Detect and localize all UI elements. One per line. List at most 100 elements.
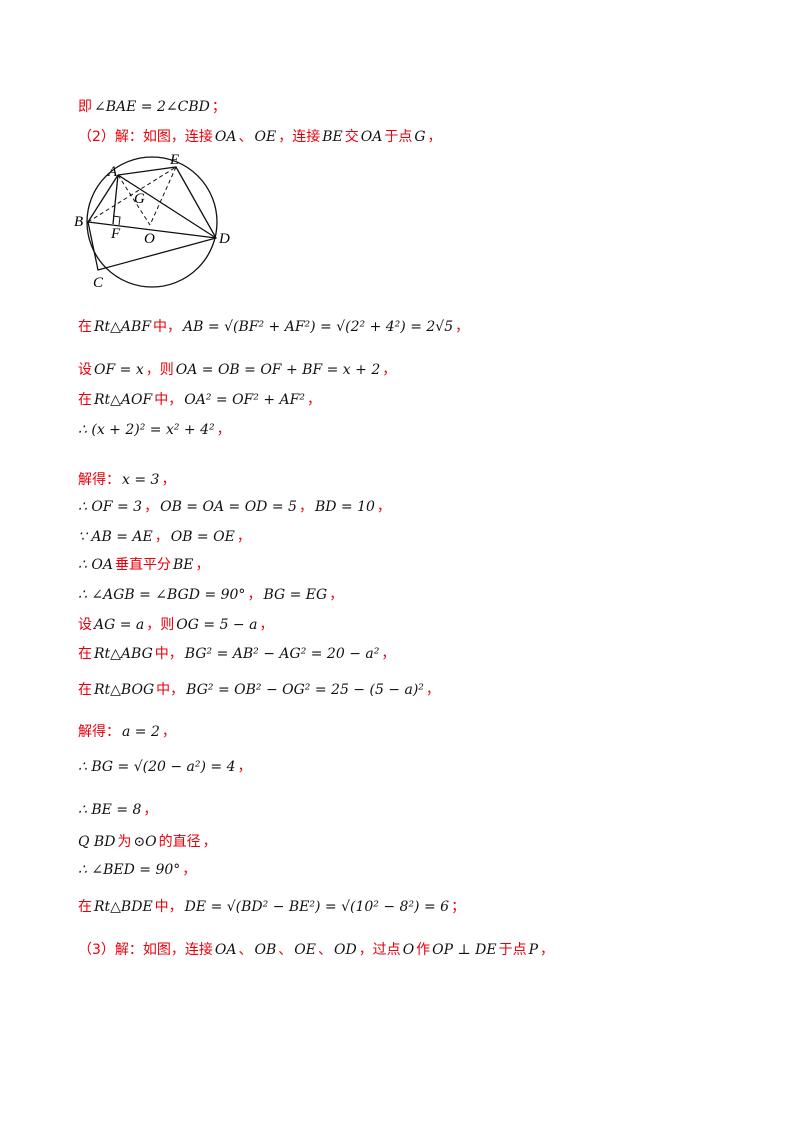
text: ，	[195, 557, 210, 573]
math: Q BD	[78, 834, 116, 850]
math: BG² = OB² − OG² = 25 − (5 − a)²	[186, 682, 424, 698]
text: ，	[161, 472, 176, 488]
text: ；	[211, 99, 226, 115]
text-line: ∴ BG = √(20 − a²) = 4，	[78, 756, 254, 776]
math: BD = 10	[314, 499, 375, 515]
right-angle	[112, 215, 121, 226]
text: 在	[78, 392, 92, 408]
text-line: ∴ ∠AGB = ∠BGD = 90°， BG = EG，	[78, 584, 345, 604]
text-line: 在 Rt△BDE 中， DE = √(BD² − BE²) = √(10² − 8²)…	[78, 896, 467, 916]
text: 于点	[498, 942, 527, 958]
math: Rt△ABG	[94, 646, 153, 662]
text: 垂直平分	[114, 557, 171, 573]
text: ；	[451, 899, 466, 915]
circle	[86, 156, 218, 288]
math: OB = OE	[170, 529, 235, 545]
polygon	[87, 166, 217, 271]
text: ，	[306, 392, 321, 408]
math: OA	[214, 942, 237, 958]
text-line: ∴ OA 垂直平分 BE，	[78, 554, 211, 574]
math: OG = 5 − a	[176, 617, 258, 633]
segment-ao	[117, 174, 151, 226]
math: OD	[333, 942, 357, 958]
text-line: Q BD 为 ⊙O 的直径，	[78, 831, 219, 851]
math: Rt△AOF	[94, 392, 153, 408]
math: OE	[294, 942, 316, 958]
math: ⊙O	[133, 834, 157, 850]
text-line: ∴ BE = 8，	[78, 799, 159, 819]
text: 作	[416, 942, 431, 958]
text-line: 设 AG = a ，则 OG = 5 − a，	[78, 614, 275, 634]
math: OP ⊥ DE	[432, 942, 497, 958]
segment-eo	[149, 166, 177, 226]
text: ，	[382, 362, 397, 378]
point-label: F	[110, 226, 121, 242]
text: 、	[317, 942, 332, 958]
text: ，	[376, 499, 391, 515]
math: Rt△ABF	[94, 319, 152, 335]
text-line: 在 Rt△ABG 中， BG² = AB² − AG² = 20 − a²，	[78, 643, 397, 663]
math: G	[414, 129, 426, 145]
text: ，	[144, 499, 159, 515]
text: 在	[78, 899, 92, 915]
point-label: D	[218, 231, 230, 247]
text-line: ∴ ∠BED = 90°，	[78, 859, 198, 879]
text: 解得：	[78, 724, 120, 740]
text: ，过点	[358, 942, 401, 958]
point-label: O	[144, 231, 155, 247]
math: ∴ BE = 8	[78, 802, 142, 818]
math: a = 2	[122, 724, 160, 740]
text: （2）解：如图，连接	[78, 129, 213, 145]
geometry-figure: A E G B F O D C	[74, 152, 230, 291]
math: ∵ AB = AE	[78, 529, 153, 545]
math: OB	[254, 942, 277, 958]
point-label: B	[74, 214, 83, 230]
text: ，	[329, 587, 344, 603]
text-line: 解得： a = 2，	[78, 721, 178, 741]
text: ，	[540, 942, 555, 958]
math: Rt△BOG	[94, 682, 155, 698]
math: BE	[322, 129, 343, 145]
segment-ad	[117, 174, 217, 239]
text-line: ∴ OF = 3， OB = OA = OD = 5， BD = 10，	[78, 496, 393, 516]
math: ∴ ∠AGB = ∠BGD = 90°	[78, 587, 246, 603]
text: 即	[78, 99, 92, 115]
math: OA	[214, 129, 237, 145]
text-line: ∴ (x + 2)² = x² + 4²，	[78, 419, 233, 439]
point-label: E	[169, 152, 179, 168]
math: ∴ ∠BED = 90°	[78, 862, 181, 878]
math: DE = √(BD² − BE²) = √(10² − 8²) = 6	[184, 899, 450, 915]
text: ，	[237, 759, 252, 775]
text: ，	[259, 617, 274, 633]
math: BG = EG	[263, 587, 328, 603]
math: ∠BAE = 2∠CBD	[94, 99, 210, 115]
math: OF = x	[94, 362, 144, 378]
math: P	[528, 942, 539, 958]
text: ，	[236, 529, 251, 545]
point-label: G	[134, 191, 145, 207]
text: 交	[344, 129, 359, 145]
text: （3）解：如图，连接	[78, 942, 213, 958]
text: 于点	[384, 129, 413, 145]
text: 在	[78, 682, 92, 698]
segment-bd	[87, 221, 217, 239]
text: ，	[216, 422, 231, 438]
text: 、	[238, 129, 253, 145]
math: O	[402, 942, 415, 958]
text: 中，	[153, 319, 182, 335]
text: 解得：	[78, 472, 120, 488]
text: ，	[182, 862, 197, 878]
text: ，	[381, 646, 396, 662]
segment-be	[87, 166, 177, 223]
text: ，	[425, 682, 440, 698]
text: ，	[455, 319, 470, 335]
text: 在	[78, 646, 92, 662]
math: ∴ OF = 3	[78, 499, 143, 515]
math: ∴ BG = √(20 − a²) = 4	[78, 759, 236, 775]
text: ，	[202, 834, 217, 850]
text-line: 在 Rt△BOG 中， BG² = OB² − OG² = 25 − (5 − a)²…	[78, 679, 442, 699]
text: ，则	[146, 617, 175, 633]
math: OA	[360, 129, 383, 145]
math: AG = a	[94, 617, 145, 633]
